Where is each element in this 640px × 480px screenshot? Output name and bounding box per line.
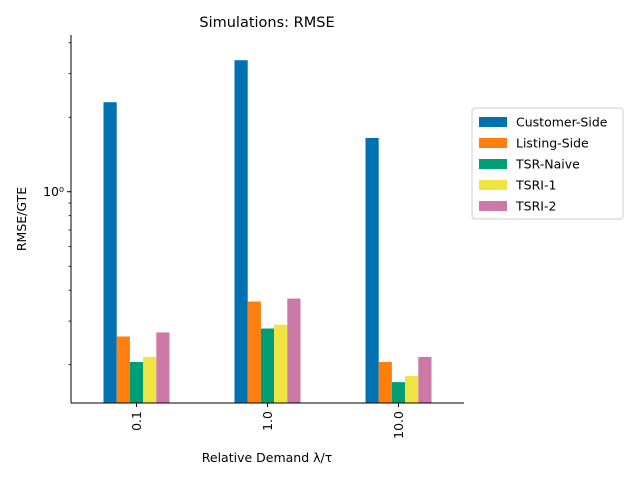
- legend-swatch-customer-side: [479, 117, 507, 127]
- bar-tsri-2-1_0: [287, 298, 301, 403]
- x-tick-label-10_0: 10.0: [391, 411, 406, 439]
- bar-customer-side-10_0: [365, 137, 379, 404]
- bar-tsri-2-10_0: [418, 356, 432, 403]
- bar-customer-side-0_1: [103, 102, 117, 403]
- bar-listing-side-10_0: [378, 362, 392, 403]
- legend-label-customer-side: Customer-Side: [516, 115, 608, 130]
- legend-label-tsr-naive: TSR-Naive: [515, 157, 580, 172]
- y-tick-label: 10⁰: [43, 184, 64, 199]
- y-axis-label: RMSE/GTE: [14, 187, 29, 251]
- bar-listing-side-0_1: [116, 336, 130, 403]
- bar-tsri-2-0_1: [156, 332, 170, 403]
- legend-label-tsri-1: TSRI-1: [515, 178, 556, 193]
- legend-frame: [471, 107, 624, 220]
- legend-label-tsri-2: TSRI-2: [515, 199, 556, 214]
- chart-title: Simulations: RMSE: [199, 15, 334, 31]
- bar-tsri-1-1_0: [274, 324, 288, 403]
- legend: Customer-Side Listing-Side TSR-Naive TSRI-1…: [471, 107, 624, 220]
- legend-label-listing-side: Listing-Side: [516, 136, 589, 151]
- ticks-group: 0.1 1.0 10.0 10⁰: [43, 42, 406, 439]
- legend-swatch-listing-side: [479, 138, 507, 148]
- x-tick-label-1_0: 1.0: [260, 411, 275, 431]
- legend-swatch-tsr-naive: [479, 159, 507, 169]
- x-axis-label: Relative Demand λ/τ: [202, 450, 333, 465]
- bar-customer-side-1_0: [234, 60, 248, 403]
- bar-tsri-1-0_1: [143, 356, 157, 403]
- bar-tsr-naive-0_1: [129, 362, 144, 403]
- legend-swatch-tsri-2: [479, 201, 507, 211]
- bars-group: [103, 60, 432, 404]
- bar-tsri-1-10_0: [405, 376, 419, 403]
- bar-listing-side-1_0: [247, 301, 261, 403]
- bar-tsr-naive-1_0: [260, 328, 275, 403]
- legend-swatch-tsri-1: [479, 180, 507, 190]
- x-tick-label-0_1: 0.1: [129, 411, 144, 431]
- bar-tsr-naive-10_0: [391, 382, 406, 403]
